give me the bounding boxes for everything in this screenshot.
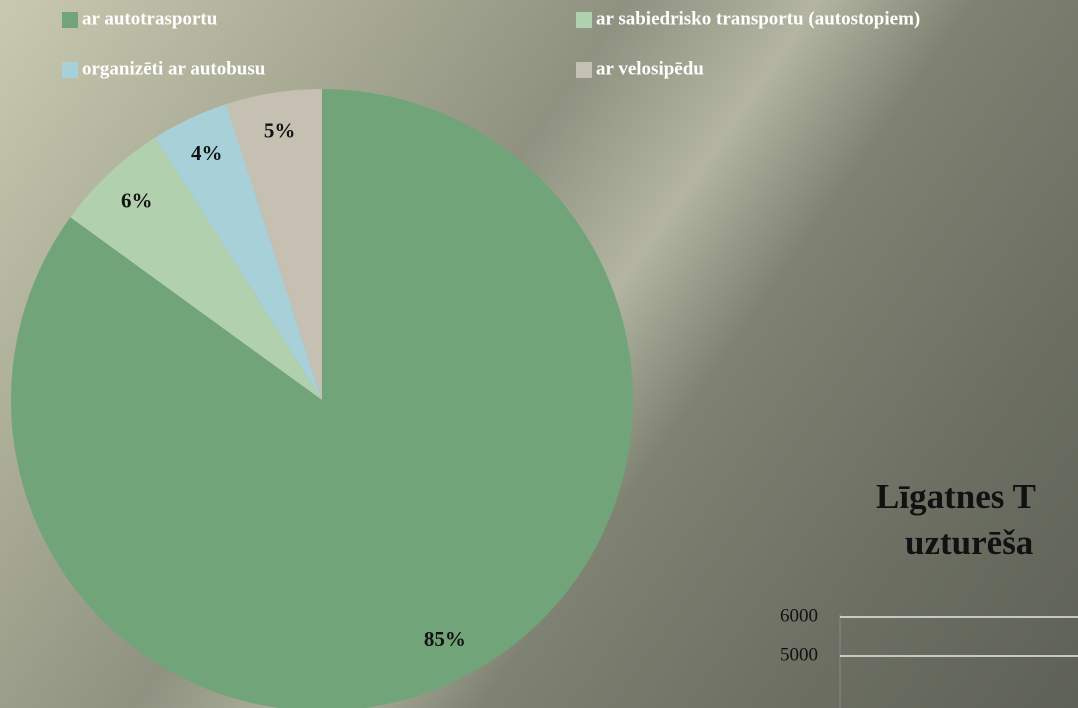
- legend-swatch: [62, 12, 78, 28]
- chart-title: uzturēša: [905, 523, 1033, 562]
- y-tick-label: 6000: [780, 605, 818, 626]
- pie-slice: [11, 89, 633, 708]
- data-label: 85%: [424, 627, 466, 651]
- legend-label: ar velosipēdu: [596, 58, 704, 79]
- pie-slice: [70, 137, 322, 401]
- legend-swatch: [576, 12, 592, 28]
- legend-label: ar sabiedrisko transportu (autostopiem): [596, 8, 920, 29]
- pie-slice: [225, 89, 322, 400]
- legend-swatch: [576, 62, 592, 78]
- data-label: 4%: [191, 141, 223, 165]
- legend-swatch: [62, 62, 78, 78]
- chart-title: Līgatnes T: [876, 477, 1036, 516]
- legend-label: organizēti ar autobusu: [82, 58, 266, 79]
- y-tick-label: 5000: [780, 644, 818, 665]
- data-label: 6%: [121, 189, 153, 213]
- legend-label: ar autotrasportu: [82, 8, 218, 29]
- data-label: 5%: [264, 119, 296, 143]
- pie-slice: [155, 104, 322, 400]
